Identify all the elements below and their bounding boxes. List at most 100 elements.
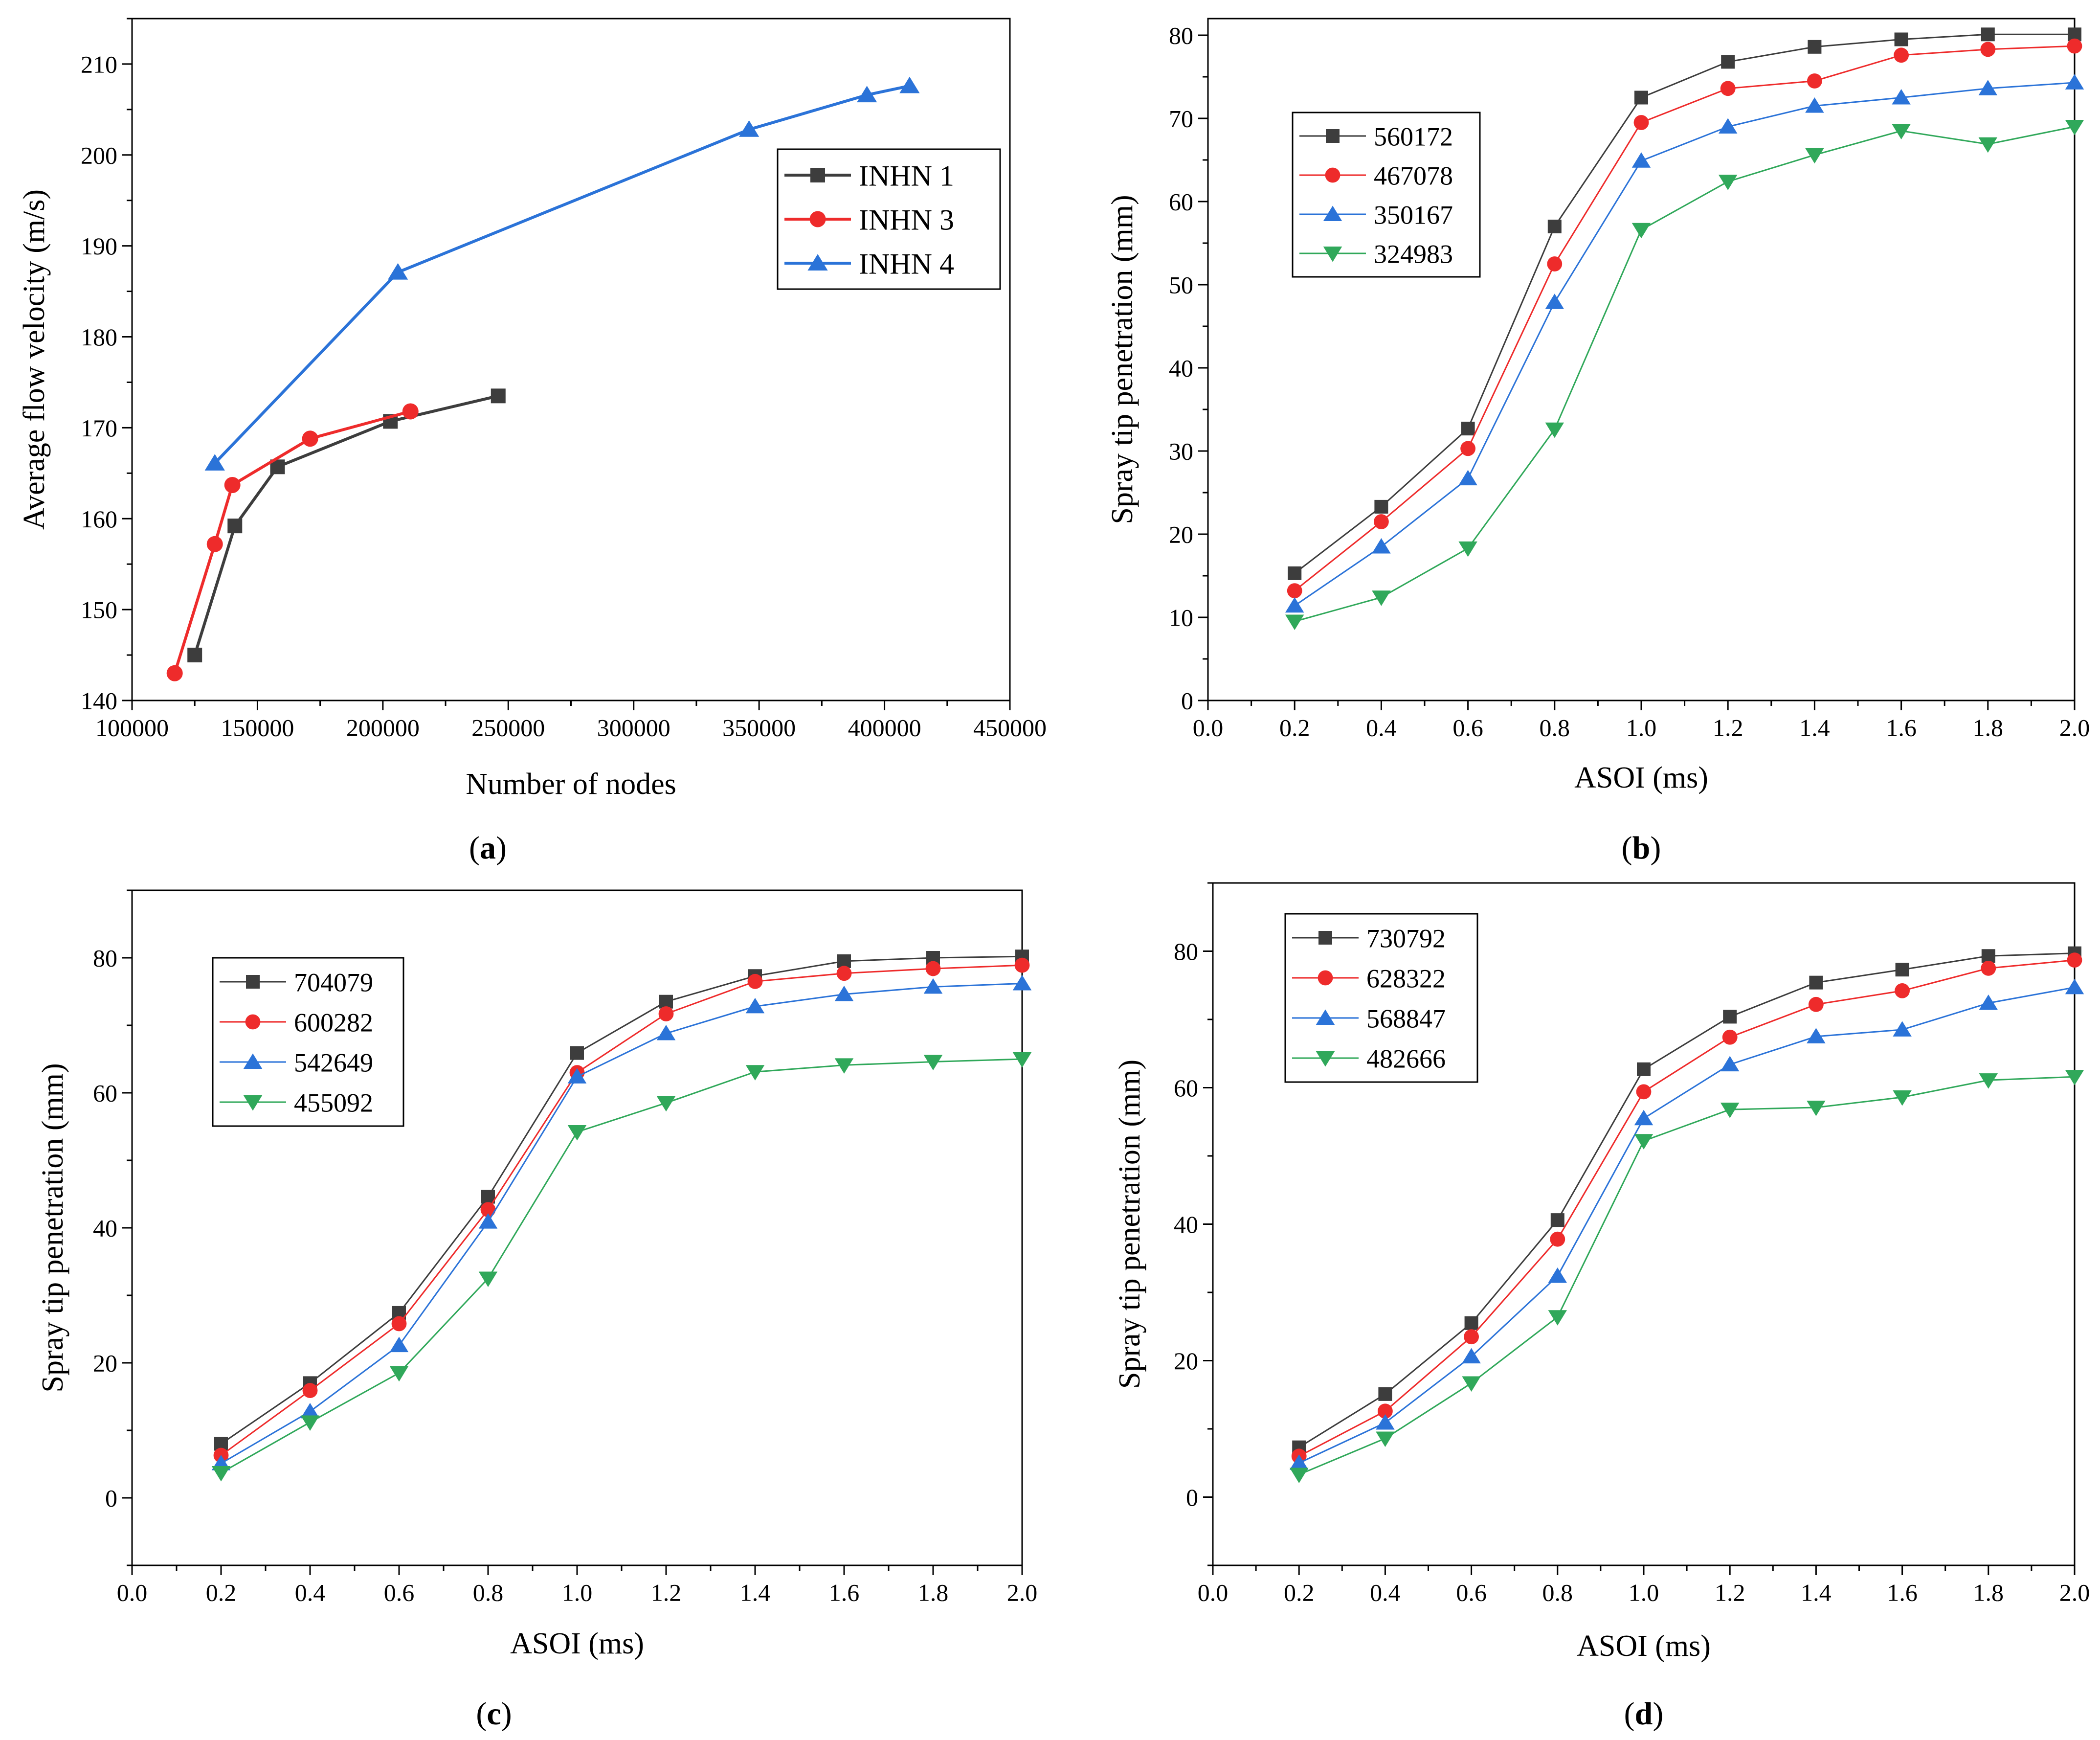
x-tick-label: 200000 [346, 714, 420, 742]
data-point [1718, 175, 1738, 190]
chart-panel-b: 0.0 0.2 0.4 0.6 0.8 1.0 1.2 1.4 1.6 1.8 2.0 0 10 20 30… [1106, 18, 2090, 866]
y-tick-label: 180 [81, 323, 117, 351]
legend-label: INHN 3 [859, 204, 954, 236]
data-point [834, 1058, 854, 1074]
legend-label: 704079 [294, 968, 373, 997]
legend-marker [1316, 1009, 1335, 1025]
data-point [391, 1316, 407, 1332]
data-point [1461, 422, 1475, 436]
x-tick-label: 0.2 [206, 1579, 237, 1606]
legend-label: 628322 [1366, 964, 1446, 993]
x-axis-label: ASOI (ms) [1574, 761, 1708, 794]
data-point [1981, 27, 1995, 42]
legend-marker [1318, 970, 1333, 986]
data-point [2065, 1070, 2084, 1085]
y-tick-label: 200 [81, 141, 117, 169]
y-tick-label: 160 [81, 505, 117, 533]
data-point [739, 120, 760, 137]
x-tick-label: 1.6 [1887, 1579, 1918, 1606]
data-point [1808, 40, 1822, 54]
legend-marker [809, 211, 826, 227]
caption-paren: ) [496, 830, 507, 866]
data-point [1458, 541, 1477, 557]
data-point [923, 1055, 943, 1071]
data-point [2065, 120, 2084, 136]
y-tick-label: 20 [1174, 1347, 1198, 1375]
caption-paren: ( [1624, 1696, 1635, 1732]
x-axis-label: ASOI (ms) [1577, 1629, 1711, 1663]
x-tick-label: 1.2 [1715, 1579, 1745, 1606]
data-point [857, 86, 877, 103]
data-point [302, 1383, 318, 1398]
data-point [834, 986, 854, 1001]
data-point [1980, 42, 1996, 57]
series-line-324983 [1294, 126, 2075, 622]
y-tick-label: 40 [93, 1215, 117, 1242]
y-axis-label: Spray tip penetration (mm) [1106, 195, 1139, 524]
data-point [1547, 256, 1563, 271]
data-point [658, 1006, 674, 1021]
x-tick-label: 0.8 [1542, 1579, 1573, 1606]
data-point [1892, 89, 1911, 105]
caption-paren: ( [476, 1696, 487, 1732]
series-line-542649 [221, 982, 1023, 1464]
y-tick-label: 140 [81, 687, 117, 715]
data-point [656, 1096, 676, 1112]
x-tick-label: 2.0 [2059, 714, 2090, 742]
data-point [1720, 81, 1736, 96]
panel-caption: (c) [476, 1696, 512, 1732]
data-point [1012, 1052, 1032, 1068]
caption-paren: ) [1653, 1696, 1663, 1732]
data-point [1634, 90, 1648, 105]
data-point [2065, 74, 2084, 90]
data-point [1981, 949, 1995, 963]
data-point [1805, 148, 1824, 164]
legend: 560172 467078 350167 324983 [1292, 112, 1481, 278]
series-line-560172 [1294, 33, 2075, 574]
data-point [1893, 1021, 1912, 1037]
data-point [1895, 983, 1910, 998]
data-point [478, 1271, 498, 1287]
data-point [1979, 994, 1998, 1010]
legend-label: 350167 [1374, 200, 1453, 229]
y-tick-label: 60 [1169, 188, 1193, 216]
legend-label: INHN 4 [859, 248, 954, 280]
data-point [1462, 1348, 1481, 1364]
panel-caption: (a) [469, 830, 507, 866]
legend-marker [1318, 931, 1332, 945]
data-point [1637, 1062, 1651, 1076]
legend-marker [246, 975, 260, 989]
data-point [1464, 1329, 1479, 1345]
data-point [1460, 441, 1476, 456]
legend-label: 600282 [294, 1008, 373, 1037]
x-tick-label: 1.2 [651, 1579, 682, 1606]
x-tick-label: 250000 [471, 714, 545, 742]
y-tick-label: 50 [1169, 271, 1193, 299]
y-tick-label: 60 [1174, 1074, 1198, 1102]
data-point [1376, 1431, 1395, 1447]
y-axis-label: Spray tip penetration (mm) [36, 1063, 69, 1392]
legend-marker [1326, 129, 1340, 143]
y-tick-label: 60 [93, 1080, 117, 1107]
data-point [659, 994, 673, 1009]
chart-panel-d: 0.0 0.2 0.4 0.6 0.8 1.0 1.2 1.4 1.6 1.8 2.0 0 20 40 60… [1113, 882, 2090, 1732]
data-point [1378, 1387, 1392, 1401]
data-point [1894, 32, 1908, 46]
y-tick-label: 80 [1174, 938, 1198, 965]
x-axis-label: ASOI (ms) [510, 1627, 644, 1660]
x-tick-label: 1.0 [1629, 1579, 1659, 1606]
data-point [1809, 975, 1823, 990]
series-line-467078 [1294, 45, 2075, 591]
data-point [899, 76, 920, 93]
data-point [1288, 566, 1302, 580]
x-tick-label: 0.0 [117, 1579, 148, 1606]
x-tick-label: 1.6 [829, 1579, 860, 1606]
y-tick-label: 0 [105, 1485, 117, 1512]
legend-marker [1316, 1051, 1335, 1067]
data-point [2065, 978, 2084, 994]
data-point [480, 1202, 496, 1218]
data-point [1634, 1134, 1653, 1150]
legend-label: INHN 1 [859, 160, 954, 192]
x-tick-label: 1.4 [740, 1579, 771, 1606]
